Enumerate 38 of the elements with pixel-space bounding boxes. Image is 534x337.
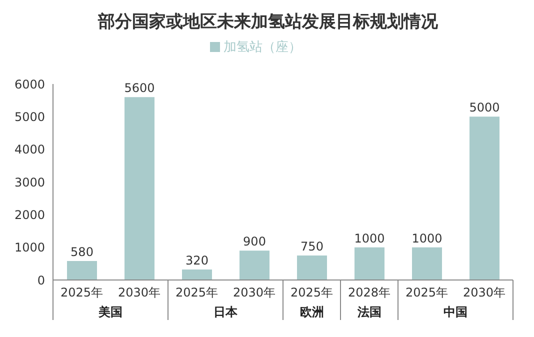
y-tick-label: 5000	[14, 110, 45, 124]
x-tick-label: 2030年	[462, 286, 506, 300]
text: 中国	[444, 305, 468, 319]
text: 美国	[98, 305, 122, 319]
x-tick-label: 2030年	[118, 286, 161, 300]
data-label: 320	[186, 254, 208, 268]
x-tick-label: 2025年	[405, 286, 448, 300]
y-tick-label: 3000	[14, 175, 45, 190]
text: 日本	[214, 305, 238, 319]
y-tick-label: 6000	[14, 77, 45, 92]
text: 欧洲	[300, 305, 324, 319]
bar	[124, 97, 154, 280]
chart-title: 部分国家或地区未来加氢站发展目标规划情况	[96, 11, 439, 33]
data-label: 750	[300, 240, 324, 254]
bar	[354, 247, 384, 280]
y-tick-label: 1000	[14, 240, 45, 255]
bar	[470, 116, 500, 280]
data-label: 580	[70, 245, 94, 260]
data-label: 1000	[412, 231, 442, 246]
bar	[240, 250, 270, 280]
data-label: 1000	[354, 231, 385, 246]
x-tick-label: 2028年	[348, 286, 391, 300]
bar	[182, 270, 212, 280]
bar	[297, 256, 327, 280]
bar	[67, 261, 97, 280]
bar	[412, 247, 442, 280]
data-label: 5000	[469, 100, 500, 115]
x-tick-label: 2025年	[175, 286, 218, 300]
data-label: 900	[243, 234, 266, 249]
x-tick-label: 2025年	[290, 286, 334, 300]
data-label: 5600	[124, 81, 155, 96]
legend-label: 加氢站（座）	[224, 40, 302, 55]
y-tick-label: 4000	[14, 142, 45, 157]
x-tick-label: 2030年	[232, 286, 276, 300]
text: 法国	[356, 305, 382, 319]
y-tick-label: 2000	[14, 208, 45, 222]
x-tick-label: 2025年	[60, 286, 104, 300]
y-tick-label: 0	[37, 273, 45, 288]
